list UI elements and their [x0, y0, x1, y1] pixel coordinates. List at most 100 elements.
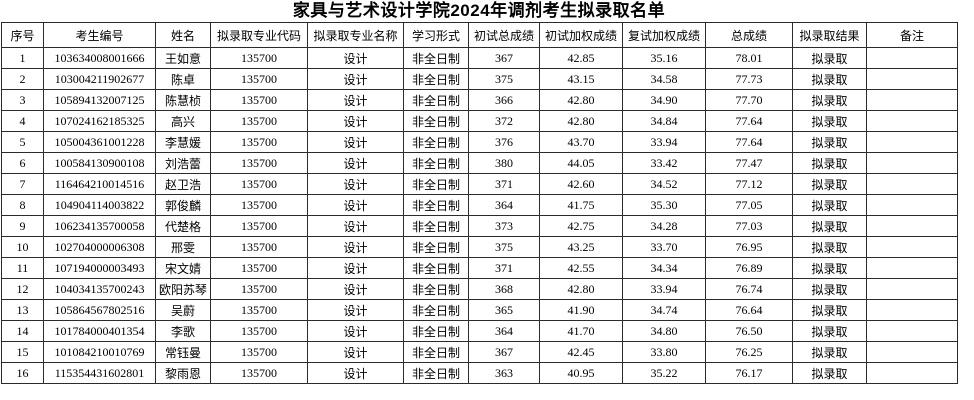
- column-header: 初试总成绩: [468, 22, 540, 48]
- table-cell: [866, 362, 958, 384]
- table-header: 序号 考生编号 姓名 拟录取专业代码 拟录取专业名称 学习形式 初试总成绩 初试加权成绩 复试加…: [1, 22, 958, 48]
- table-cell: 371: [468, 257, 540, 279]
- table-cell: 42.60: [539, 173, 623, 195]
- table-cell: 76.17: [705, 362, 793, 384]
- table-row: 2 103004211902677 陈卓 135700 设计 非全日制 375 43.15 34…: [1, 68, 958, 90]
- table-cell: 拟录取: [792, 131, 867, 153]
- table-cell: 设计: [307, 299, 404, 321]
- table-cell: 135700: [210, 47, 308, 69]
- table-cell: 14: [1, 320, 44, 342]
- table-cell: 42.75: [539, 215, 623, 237]
- table-cell: 373: [468, 215, 540, 237]
- table-cell: 76.95: [705, 236, 793, 258]
- table-cell: [866, 194, 958, 216]
- table-cell: 非全日制: [403, 362, 469, 384]
- table-cell: [866, 110, 958, 132]
- table-cell: 33.94: [622, 131, 706, 153]
- table-cell: 41.75: [539, 194, 623, 216]
- table-cell: 拟录取: [792, 68, 867, 90]
- table-cell: 42.80: [539, 278, 623, 300]
- table-cell: [866, 173, 958, 195]
- table-cell: 135700: [210, 152, 308, 174]
- table-cell: 7: [1, 173, 44, 195]
- table-cell: 设计: [307, 362, 404, 384]
- table-cell: 非全日制: [403, 299, 469, 321]
- table-cell: 33.42: [622, 152, 706, 174]
- table-cell: 77.47: [705, 152, 793, 174]
- table-cell: 104904114003822: [43, 194, 156, 216]
- table-cell: 15: [1, 341, 44, 363]
- table-cell: 105864567802516: [43, 299, 156, 321]
- table-cell: [866, 68, 958, 90]
- table-cell: 101084210010769: [43, 341, 156, 363]
- table-cell: 135700: [210, 257, 308, 279]
- column-header: 序号: [1, 22, 44, 48]
- page-title: 家具与艺术设计学院2024年调剂考生拟录取名单: [292, 1, 666, 20]
- table-cell: 拟录取: [792, 236, 867, 258]
- table-row: 10 102704000006308 邢雯 135700 设计 非全日制 375 43.25 3…: [1, 236, 958, 258]
- table-cell: 12: [1, 278, 44, 300]
- table-cell: 16: [1, 362, 44, 384]
- table-cell: 非全日制: [403, 173, 469, 195]
- column-header: 备注: [866, 22, 958, 48]
- table-cell: 42.80: [539, 110, 623, 132]
- table-cell: 35.22: [622, 362, 706, 384]
- table-cell: 李歌: [155, 320, 211, 342]
- table-row: 9 106234135700058 代楚格 135700 设计 非全日制 373 42.75 3…: [1, 215, 958, 237]
- table-cell: 拟录取: [792, 215, 867, 237]
- table-cell: 设计: [307, 320, 404, 342]
- table-cell: 4: [1, 110, 44, 132]
- table-cell: 赵卫浩: [155, 173, 211, 195]
- table-cell: 设计: [307, 194, 404, 216]
- table-cell: 135700: [210, 215, 308, 237]
- table-cell: 34.90: [622, 89, 706, 111]
- table-cell: 33.70: [622, 236, 706, 258]
- table-cell: 116464210014516: [43, 173, 156, 195]
- table-cell: 11: [1, 257, 44, 279]
- table-cell: 33.80: [622, 341, 706, 363]
- table-cell: [866, 278, 958, 300]
- table-row: 11 107194000003493 宋文婧 135700 设计 非全日制 371 42.55…: [1, 257, 958, 279]
- table-cell: 拟录取: [792, 299, 867, 321]
- table-cell: 拟录取: [792, 152, 867, 174]
- table-cell: 106234135700058: [43, 215, 156, 237]
- table-cell: 设计: [307, 341, 404, 363]
- table-cell: 367: [468, 47, 540, 69]
- table-cell: 拟录取: [792, 194, 867, 216]
- table-cell: 365: [468, 299, 540, 321]
- table-cell: 34.74: [622, 299, 706, 321]
- table-cell: 76.89: [705, 257, 793, 279]
- column-header: 初试加权成绩: [539, 22, 623, 48]
- table-cell: 李慧媛: [155, 131, 211, 153]
- table-cell: 107194000003493: [43, 257, 156, 279]
- table-row: 12 104034135700243 欧阳苏琴 135700 设计 非全日制 368 42.8…: [1, 278, 958, 300]
- table-cell: 13: [1, 299, 44, 321]
- table-cell: 代楚格: [155, 215, 211, 237]
- table-cell: 40.95: [539, 362, 623, 384]
- table-cell: 42.45: [539, 341, 623, 363]
- column-header: 复试加权成绩: [622, 22, 706, 48]
- column-header: 拟录取结果: [792, 22, 867, 48]
- table-cell: 设计: [307, 47, 404, 69]
- table-cell: 135700: [210, 131, 308, 153]
- table-cell: [866, 299, 958, 321]
- table-cell: 372: [468, 110, 540, 132]
- table-cell: 101784000401354: [43, 320, 156, 342]
- table-row: 6 100584130900108 刘浩蕾 135700 设计 非全日制 380 44.05 3…: [1, 152, 958, 174]
- table-cell: 364: [468, 194, 540, 216]
- table-cell: 76.64: [705, 299, 793, 321]
- table-cell: 35.30: [622, 194, 706, 216]
- table-cell: 77.64: [705, 110, 793, 132]
- table-cell: 34.80: [622, 320, 706, 342]
- table-row: 5 105004361001228 李慧媛 135700 设计 非全日制 376 43.70 3…: [1, 131, 958, 153]
- table-cell: 103004211902677: [43, 68, 156, 90]
- table-body: 1 103634008001666 王如意 135700 设计 非全日制 367 42.85 3…: [1, 47, 958, 384]
- table-cell: [866, 341, 958, 363]
- table-cell: 43.70: [539, 131, 623, 153]
- table-cell: 43.25: [539, 236, 623, 258]
- table-cell: 非全日制: [403, 278, 469, 300]
- table-cell: 设计: [307, 236, 404, 258]
- table-cell: 设计: [307, 278, 404, 300]
- document-page: 家具与艺术设计学院2024年调剂考生拟录取名单 序号 考生编号 姓名 拟录取专业代码拟…: [1, 0, 958, 384]
- column-header: 考生编号: [43, 22, 156, 48]
